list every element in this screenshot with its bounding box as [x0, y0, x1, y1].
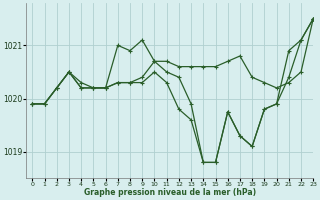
X-axis label: Graphe pression niveau de la mer (hPa): Graphe pression niveau de la mer (hPa) — [84, 188, 256, 197]
